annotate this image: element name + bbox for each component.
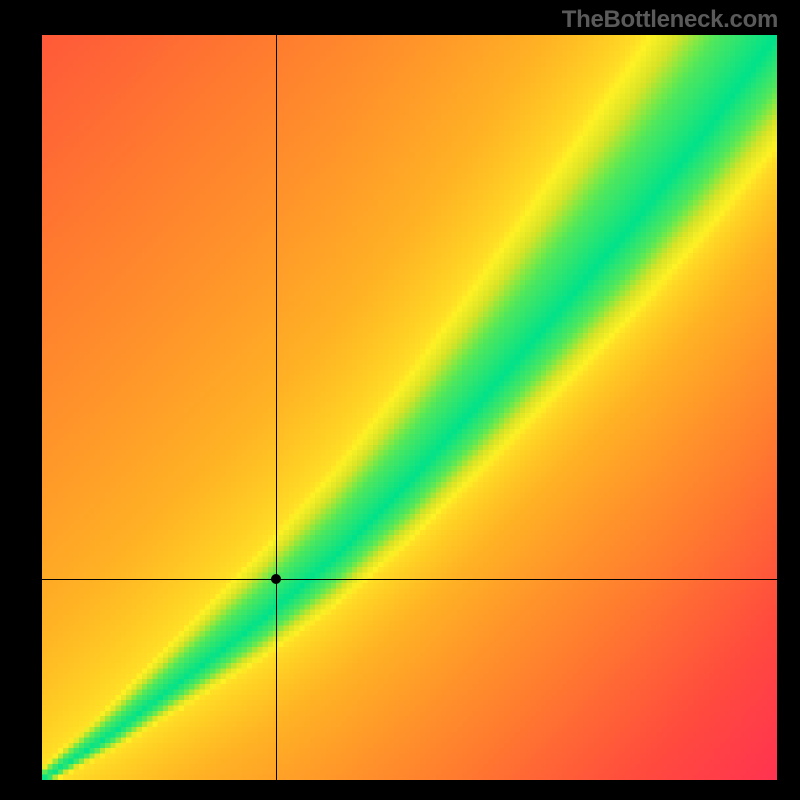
marker-dot — [271, 574, 281, 584]
crosshair-horizontal — [42, 579, 777, 580]
heatmap-plot — [42, 35, 777, 780]
crosshair-vertical — [276, 35, 277, 780]
heatmap-canvas — [42, 35, 777, 780]
chart-container: TheBottleneck.com — [0, 0, 800, 800]
watermark-text: TheBottleneck.com — [562, 6, 778, 34]
